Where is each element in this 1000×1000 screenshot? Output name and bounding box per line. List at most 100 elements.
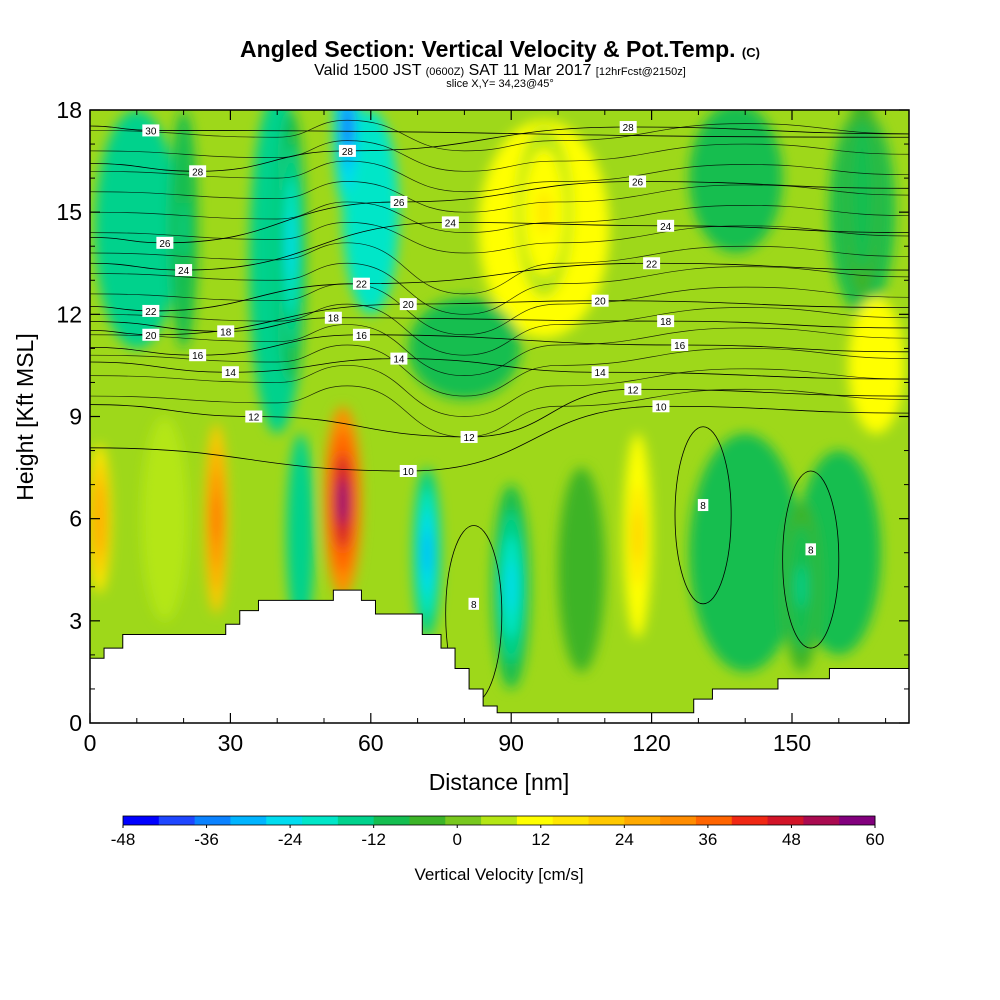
x-tick-label: 150: [773, 730, 811, 756]
contour-label-text: 10: [403, 467, 415, 478]
contour-label-text: 16: [192, 351, 204, 362]
field-region: [141, 416, 189, 621]
valid-utc: (0600Z): [425, 66, 465, 78]
velocity-core: [857, 169, 867, 221]
velocity-core: [180, 199, 188, 259]
contour-label-text: 12: [248, 413, 260, 424]
field-region: [689, 110, 783, 254]
contour-label-text: 30: [145, 126, 157, 137]
theta-contour: [90, 222, 909, 254]
theta-contour: [90, 125, 909, 138]
contour-label: 18: [657, 315, 675, 328]
contour-label-box: [142, 124, 160, 137]
contour-label-box: [657, 219, 675, 232]
colorbar-tick-label: 48: [782, 830, 801, 849]
contour-label: 12: [245, 410, 263, 424]
colorbar-swatch: [624, 816, 661, 825]
valid-time: Valid 1500 JST: [314, 62, 422, 79]
contour-label-box: [624, 383, 642, 396]
y-axis-title: Height [Kft MSL]: [12, 333, 38, 500]
colorbar-swatch: [194, 816, 231, 825]
contour-label-text: 28: [192, 167, 204, 178]
theta-contour: [90, 242, 909, 295]
theta-contour-labels: 30 28 28 28 26 26 26 24 24 24 22 22 22 20 20 20 18 18 18 16…: [142, 121, 816, 611]
colorbar-swatch: [409, 816, 446, 825]
colorbar-tick-label: 60: [866, 830, 885, 849]
colorbar-swatch: [731, 816, 769, 825]
theta-contour: [90, 201, 909, 233]
contour-label-text: 14: [393, 355, 405, 366]
y-tick-label: 6: [69, 506, 82, 532]
x-tick-label: 120: [632, 730, 670, 756]
contour-label-box: [352, 277, 370, 290]
contour-label: 8: [697, 499, 709, 512]
contour-label: 30: [142, 124, 160, 137]
contour-label: 26: [629, 175, 647, 189]
contour-label: 24: [175, 264, 193, 277]
contour-label-box: [245, 410, 263, 423]
contour-label-box: [338, 144, 356, 157]
contour-label: 28: [338, 144, 356, 158]
y-tick-label: 15: [56, 199, 82, 225]
theta-contour: [90, 126, 909, 172]
theta-contour: [90, 344, 909, 397]
chart-title-text: Angled Section: Vertical Velocity & Pot.…: [240, 36, 736, 62]
contour-label: 24: [657, 219, 675, 233]
x-tick-label: 60: [358, 730, 384, 756]
x-tick-label: 30: [218, 730, 244, 756]
colorbar-tick-label: -12: [361, 830, 386, 849]
field-region: [558, 467, 605, 672]
contour-label-box: [629, 175, 647, 188]
velocity-core: [287, 212, 295, 281]
theta-contour: [674, 426, 732, 605]
theta-contour: [90, 405, 909, 472]
contour-label-text: 26: [632, 178, 644, 189]
y-tick-label: 18: [56, 97, 82, 123]
contour-label-text: 14: [595, 368, 607, 379]
axes: 0 30 60 90 120 150 0 3 6 9 12 15 18: [56, 97, 909, 756]
contour-label-box: [643, 257, 661, 270]
velocity-core: [343, 110, 351, 149]
contour-label-text: 20: [145, 331, 157, 342]
colorbar-title: Vertical Velocity [cm/s]: [414, 865, 583, 884]
contour-label-box: [619, 121, 637, 134]
contour-label-text: 22: [356, 280, 368, 291]
colorbar-swatch: [839, 816, 876, 825]
contour-label-text: 8: [700, 501, 706, 512]
theta-contour: [90, 181, 909, 213]
contour-label-box: [142, 304, 160, 317]
contour-label: 28: [189, 165, 207, 178]
colorbar-swatch: [337, 816, 375, 825]
contour-label-text: 18: [328, 314, 340, 325]
contour-label-box: [390, 352, 408, 365]
colorbar-tick-label: 24: [615, 830, 634, 849]
y-tick-label: 12: [56, 301, 82, 327]
colorbar-swatch: [230, 816, 267, 825]
contour-label: 18: [324, 311, 342, 325]
contour-label: 10: [399, 464, 417, 478]
theta-contour: [90, 119, 909, 152]
theta-contour: [90, 358, 909, 380]
contour-label-box: [189, 349, 207, 362]
chart-title-unit: (C): [741, 45, 760, 60]
valid-date: SAT 11 Mar 2017: [468, 62, 592, 79]
contour-label: 24: [441, 216, 459, 229]
slice-info: slice X,Y= 34,23@45°: [446, 78, 554, 90]
colorbar-tick-label: 0: [452, 830, 461, 849]
velocity-core: [796, 565, 807, 609]
contour-label: 16: [189, 349, 207, 362]
velocity-core: [506, 561, 516, 613]
x-tick-label: 0: [84, 730, 97, 756]
theta-contour: [90, 334, 909, 356]
contour-label-text: 12: [464, 433, 476, 444]
contour-label: 14: [221, 366, 239, 379]
contour-label-box: [324, 311, 342, 324]
contour-label-text: 22: [145, 307, 157, 318]
contour-label-box: [399, 298, 417, 311]
colorbar-swatch: [552, 816, 590, 825]
field-region: [94, 110, 179, 349]
field-blobs: [90, 110, 905, 689]
contour-label-box: [217, 325, 235, 338]
contour-label: 18: [217, 325, 235, 338]
contour-label-box: [390, 195, 408, 208]
